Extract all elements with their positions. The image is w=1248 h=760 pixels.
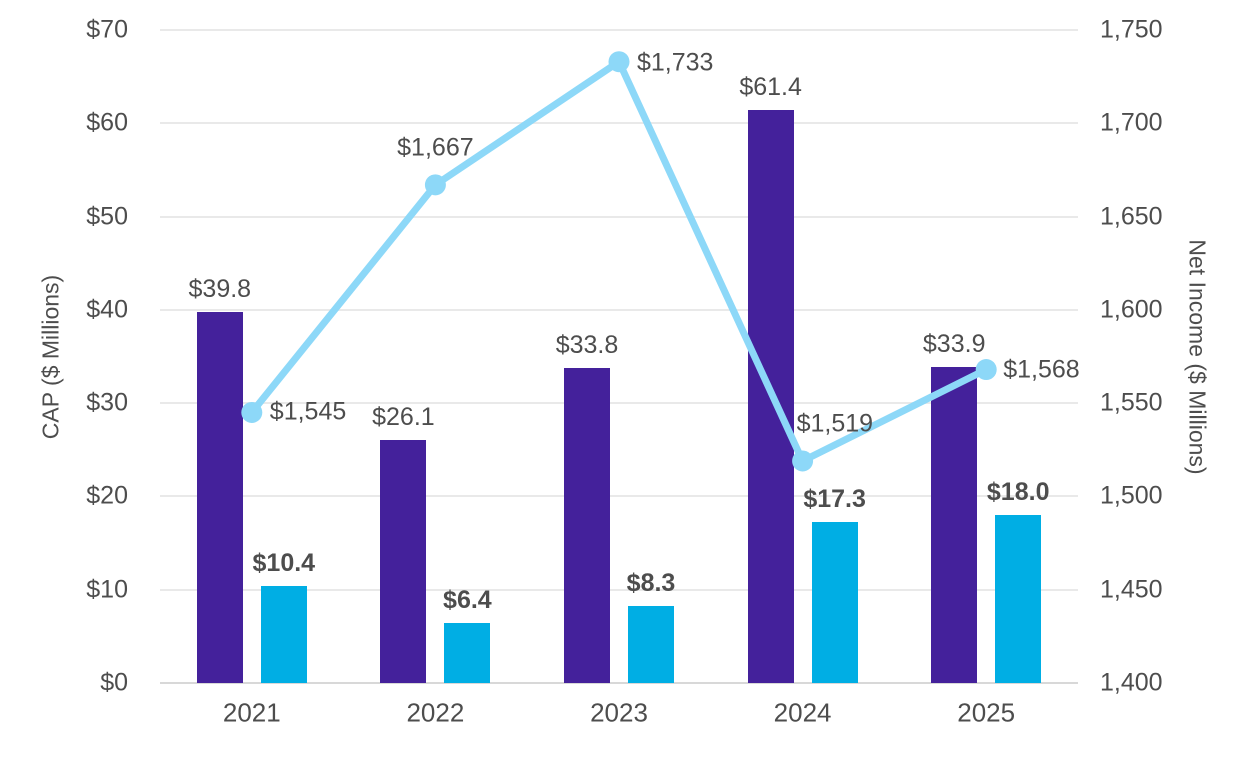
gridline [160,495,1078,498]
line-data-label: $1,568 [1003,355,1080,384]
line-marker-2023 [608,51,630,73]
x-axis-label-2025: 2025 [957,697,1016,728]
left-axis-tick: $30 [86,388,128,417]
bar-data-label: $6.4 [443,586,492,615]
left-axis-tick: $20 [86,481,128,510]
line-marker-2025 [975,359,997,381]
bar-data-label: $61.4 [739,73,802,102]
gridline [160,122,1078,125]
bar-cap-primary-2025 [931,366,978,683]
bar-cap-secondary-2023 [628,605,674,683]
bar-cap-primary-2024 [747,110,794,683]
x-axis-label-2022: 2022 [406,697,465,728]
bar-data-label: $10.4 [252,548,316,577]
bar-data-label: $26.1 [372,402,435,431]
x-axis-label-2023: 2023 [590,697,648,728]
left-axis-tick: $40 [86,295,128,324]
line-marker-2021 [241,401,263,423]
left-axis-tick: $60 [86,108,128,137]
right-axis-tick: 1,450 [1100,574,1163,603]
bar-cap-primary-2021 [196,311,243,683]
right-axis-tick: 1,600 [1100,295,1163,324]
line-data-label: $1,545 [269,397,347,426]
bar-cap-secondary-2022 [444,623,491,683]
right-axis-title: Net Income ($ Millions) [1184,239,1211,475]
x-axis-label-2024: 2024 [773,697,832,728]
gridline [160,215,1078,218]
right-axis-tick: 1,650 [1100,201,1163,230]
left-axis-tick: $70 [86,15,128,44]
bar-data-label: $33.8 [555,330,619,359]
line-data-label: $1,667 [397,133,474,162]
bar-cap-primary-2023 [564,367,610,683]
bar-cap-secondary-2025 [995,515,1042,683]
line-data-label: $1,519 [796,409,874,438]
line-marker-2022 [424,174,446,196]
left-axis-tick: $10 [86,574,128,603]
bar-data-label: $18.0 [986,478,1050,507]
left-axis-tick: $50 [86,201,128,230]
right-axis-tick: 1,500 [1100,481,1163,510]
gridline [160,682,1078,684]
line-marker-2024 [792,450,814,472]
left-axis-tick: $0 [100,668,128,697]
bar-cap-secondary-2021 [260,585,307,683]
right-axis-tick: 1,400 [1100,668,1163,697]
bar-cap-secondary-2024 [811,521,858,683]
bar-data-label: $8.3 [626,568,676,597]
right-axis-tick: 1,700 [1100,108,1163,137]
bar-data-label: $33.9 [922,329,986,358]
gridline [160,308,1078,311]
bar-cap-primary-2022 [380,439,427,683]
x-axis-label-2021: 2021 [222,697,281,728]
bar-data-label: $39.8 [188,274,252,303]
right-axis-tick: 1,750 [1100,15,1163,44]
bar-data-label: $17.3 [803,484,866,513]
gridline [160,29,1078,31]
gridline [160,588,1078,591]
right-axis-tick: 1,550 [1100,388,1163,417]
line-data-label: $1,733 [637,48,714,77]
